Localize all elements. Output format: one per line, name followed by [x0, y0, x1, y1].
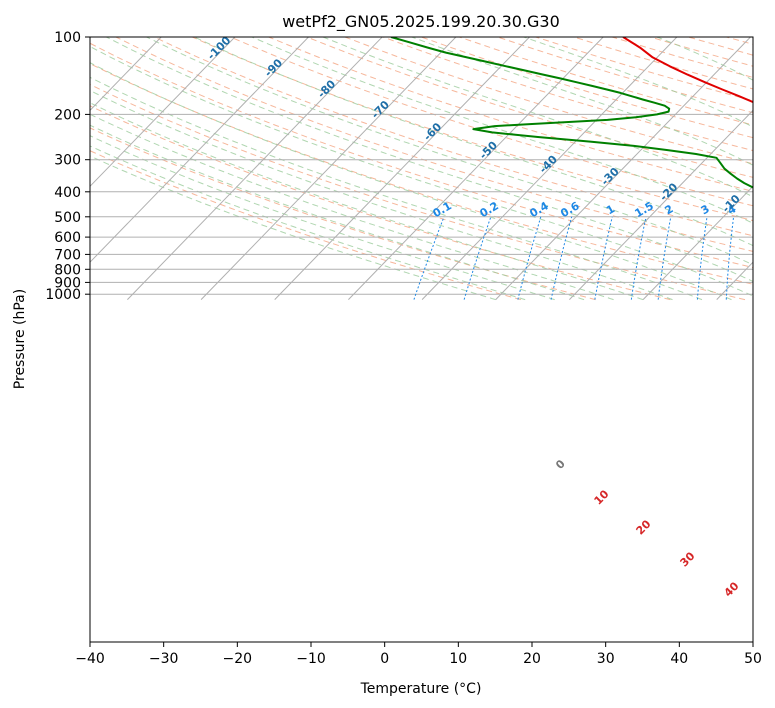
x-tick-label: 10 — [449, 651, 467, 667]
dry-adiabat-line — [382, 37, 753, 152]
isotherm-line — [421, 37, 678, 300]
chart-title: wetPf2_GN05.2025.199.20.30.G30 — [282, 12, 560, 32]
moist-adiabat-line — [90, 145, 526, 301]
dry-adiabat-line — [115, 37, 753, 252]
dry-adiabat-line — [192, 37, 753, 222]
moist-adiabat-line — [90, 124, 585, 301]
x-tick-label: −20 — [223, 651, 253, 667]
y-tick-label: 300 — [54, 153, 81, 169]
y-tick-label: 500 — [54, 210, 81, 226]
dry-adiabat-line — [90, 150, 522, 301]
moist-adiabat-line — [146, 37, 753, 266]
y-axis-label: Pressure (hPa) — [12, 289, 28, 389]
mixing-ratio-line — [657, 216, 672, 300]
x-tick-label: −30 — [149, 651, 179, 667]
moist-adiabat-line — [90, 89, 673, 301]
y-tick-label: 200 — [54, 107, 81, 123]
y-tick-label: 400 — [54, 185, 81, 201]
x-tick-label: 0 — [380, 651, 389, 667]
isotherm-line — [200, 37, 457, 300]
axes: −40 −30 −20 −10 0 10 20 30 40 50 100 200 300 400 500 60… — [45, 30, 762, 667]
dry-adiabat-line — [153, 37, 753, 237]
x-tick-label: 40 — [670, 651, 688, 667]
plot-frame — [89, 36, 754, 643]
y-tick-label: 700 — [54, 247, 81, 263]
dry-adiabat-line — [90, 127, 596, 301]
y-tick-label: 900 — [54, 275, 81, 291]
dewpoint-profile-line — [390, 37, 753, 189]
moist-adiabat-line — [90, 102, 644, 301]
background-lines — [90, 37, 753, 301]
x-tick-label: 30 — [597, 651, 615, 667]
dry-adiabat-line — [90, 63, 753, 285]
x-axis-label: Temperature (°C) — [360, 681, 482, 697]
mixing-ratio-line — [550, 216, 573, 300]
isotherm-line — [274, 37, 530, 300]
x-tick-label: −10 — [296, 651, 326, 667]
isotherm-line — [569, 109, 753, 300]
isotherm-line — [495, 37, 751, 300]
y-tick-label: 600 — [54, 230, 81, 246]
moist-adiabat-line — [90, 62, 732, 301]
isotherm-line — [90, 37, 162, 112]
moist-adiabat-line — [90, 45, 753, 297]
x-tick-label: 20 — [523, 651, 541, 667]
isotherm-line — [127, 37, 383, 300]
x-tick-label: 50 — [744, 651, 762, 667]
isotherm-line — [348, 37, 604, 300]
moist-adiabat-line — [90, 155, 496, 301]
moist-adiabat-line — [194, 37, 753, 247]
mixing-ratio-line — [594, 216, 613, 300]
moist-adiabat-line — [90, 135, 555, 301]
moist-adiabat-line — [90, 76, 703, 301]
x-tick-label: −40 — [75, 651, 105, 667]
mixing-ratio-line — [725, 216, 735, 300]
dry-adiabat-line — [90, 105, 671, 301]
mixing-ratio-line — [630, 216, 647, 300]
moist-adiabat-line — [411, 37, 753, 166]
profile-lines — [390, 37, 753, 189]
moist-adiabat-line — [90, 113, 614, 301]
mixing-ratio-line — [413, 216, 445, 300]
y-tick-label: 100 — [54, 30, 81, 46]
dry-adiabat-line — [344, 37, 753, 165]
mixing-ratio-line — [696, 216, 708, 300]
moist-adiabat-line — [251, 37, 753, 224]
isotherm-line — [642, 185, 753, 300]
y-tick-label: 1000 — [45, 287, 81, 303]
dry-adiabat-line — [90, 42, 753, 269]
y-tick-label: 800 — [54, 262, 81, 278]
isotherm-line — [90, 37, 309, 263]
isotherm-line — [90, 37, 236, 188]
